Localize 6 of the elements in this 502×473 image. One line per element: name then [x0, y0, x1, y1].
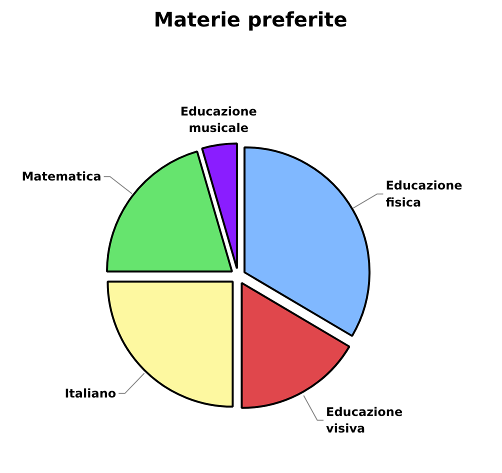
slice-label: Educazione fisica	[386, 178, 462, 210]
slice-label: Italiano	[64, 386, 116, 400]
chart-title: Materie preferite	[154, 8, 348, 32]
slice-label: Matematica	[22, 170, 102, 184]
slice-label: Educazione visiva	[326, 404, 403, 436]
slice-label: Educazione musicale	[180, 104, 257, 136]
